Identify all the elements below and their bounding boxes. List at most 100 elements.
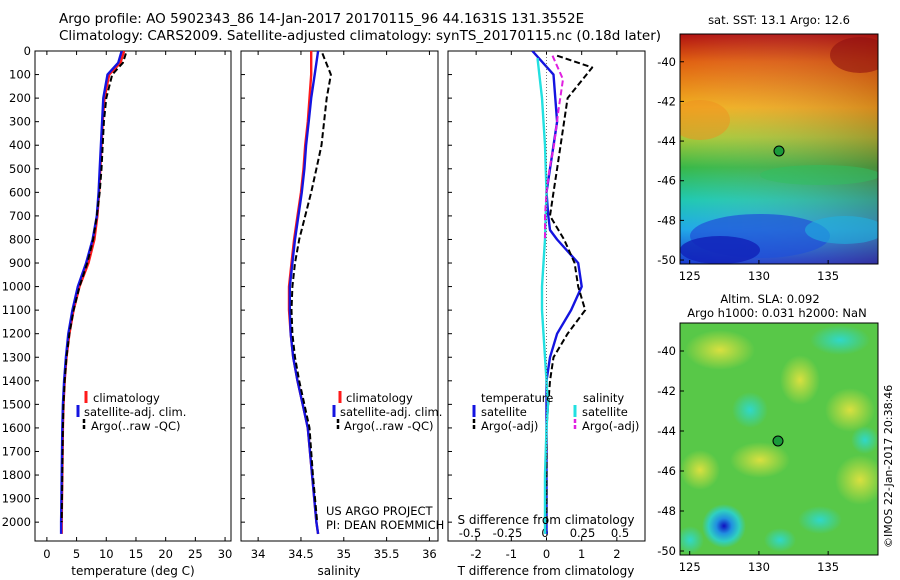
salinity-xlabel: salinity <box>317 564 360 578</box>
temperature-axis-ticks: 0 5 10 15 20 25 300100200300400500600700800900… <box>2 44 233 561</box>
y-tick-label: 900 <box>9 256 31 270</box>
difference-xlabel: T difference from climatology <box>457 564 635 578</box>
x-tick-label: -1 <box>506 547 517 561</box>
legend-sal-satellite-label: satellite <box>582 405 628 419</box>
series-line-satellite-adj-clim- <box>288 51 320 535</box>
series-line-salinity-argo-adj- <box>544 55 564 240</box>
sst-map-title: sat. SST: 13.1 Argo: 12.6 <box>708 13 850 27</box>
salinity-panel-frame <box>240 50 439 542</box>
temperature-series <box>59 51 127 534</box>
map-x-tick-label: 135 <box>817 269 839 283</box>
map-y-tick-label: -48 <box>657 504 676 518</box>
y-tick-label: 1200 <box>2 327 31 341</box>
map-y-tick-label: -44 <box>657 424 676 438</box>
x-tick-label: 0 <box>543 547 550 561</box>
y-tick-label: 2000 <box>2 515 31 529</box>
y-tick-label: 0 <box>24 44 31 58</box>
x-tick-label: 25 <box>188 547 203 561</box>
map-x-tick-label: 125 <box>679 269 701 283</box>
sla-map-title-line2: Argo h1000: 0.031 h2000: NaN <box>687 306 866 320</box>
y-tick-label: 300 <box>9 115 31 129</box>
top-x-tick-label: -0.25 <box>493 526 523 540</box>
map-y-tick-label: -50 <box>657 253 676 267</box>
x-tick-label: 0 <box>43 547 50 561</box>
map-y-tick-label: -46 <box>657 174 676 188</box>
sst-map-frame <box>679 33 879 265</box>
x-tick-label: 36 <box>422 547 437 561</box>
x-tick-label: -2 <box>470 547 481 561</box>
legend-salinity-title: salinity <box>583 391 624 405</box>
sla-map-ticks: 125 130 135 -40 -42 -44 -46 -48 -50 <box>657 344 839 574</box>
sst-map-ticks: 125 130 135 -40 -42 -44 -46 -48 -50 <box>657 55 839 283</box>
y-tick-label: 1400 <box>2 374 31 388</box>
credit-text: ©IMOS 22-Jan-2017 20:38:46 <box>882 385 895 548</box>
x-tick-label: 35 <box>336 547 351 561</box>
series-line-satellite-adj-clim- <box>59 51 123 534</box>
series-line-argo-raw-qc- <box>60 53 127 523</box>
salinity-series <box>287 51 332 535</box>
x-tick-label: 35.5 <box>374 547 400 561</box>
series-line-argo-raw-qc- <box>290 53 332 523</box>
legend-temperature-title: temperature <box>481 391 553 405</box>
project-annotation-line2: PI: DEAN ROEMMICH <box>326 518 444 532</box>
x-tick-label: 30 <box>218 547 233 561</box>
legend-satellite-label: satellite-adj. clim. <box>84 405 186 419</box>
x-tick-label: 10 <box>99 547 114 561</box>
legend-climatology-label: climatology <box>346 391 413 405</box>
map-y-tick-label: -42 <box>657 384 676 398</box>
top-x-tick-label: -0.5 <box>459 526 481 540</box>
top-x-tick-label: 0.25 <box>570 526 596 540</box>
difference-top-xlabel: S difference from climatology <box>458 513 635 527</box>
map-y-tick-label: -40 <box>657 344 676 358</box>
figure-title-line2: Climatology: CARS2009. Satellite-adjuste… <box>59 28 661 44</box>
difference-series <box>531 51 594 534</box>
x-tick-label: 20 <box>158 547 173 561</box>
y-tick-label: 1700 <box>2 444 31 458</box>
series-line-climatology <box>287 51 320 535</box>
legend-sal-argo-label: Argo(-adj) <box>582 419 639 433</box>
series-line-temperature-satellite <box>531 51 583 534</box>
map-x-tick-label: 125 <box>679 560 701 574</box>
legend-argo-label: Argo(..raw -QC) <box>344 419 434 433</box>
series-line-temperature-argo-adj- <box>545 54 594 523</box>
project-annotation-line1: US ARGO PROJECT <box>326 504 434 518</box>
salinity-axis-ticks: 34 34.5 35 35.5 36 <box>241 50 437 561</box>
x-tick-label: 2 <box>613 547 620 561</box>
y-tick-label: 1100 <box>2 303 31 317</box>
salinity-legend: climatology satellite-adj. clim. Argo(..… <box>332 391 442 433</box>
x-tick-label: 5 <box>73 547 80 561</box>
series-line-salinity-satellite <box>536 57 550 534</box>
map-y-tick-label: -44 <box>657 134 676 148</box>
y-tick-label: 1500 <box>2 397 31 411</box>
y-tick-label: 500 <box>9 162 31 176</box>
x-tick-label: 34.5 <box>288 547 314 561</box>
top-x-tick-label: 0.5 <box>611 526 629 540</box>
temperature-legend: climatology satellite-adj. clim. Argo(..… <box>76 391 186 433</box>
sla-float-marker <box>772 435 784 447</box>
difference-legend: temperature satellite Argo(-adj) salinit… <box>472 391 639 433</box>
y-tick-label: 200 <box>9 91 31 105</box>
y-tick-label: 600 <box>9 185 31 199</box>
x-tick-label: 15 <box>129 547 144 561</box>
map-y-tick-label: -40 <box>657 55 676 69</box>
y-tick-label: 1800 <box>2 468 31 482</box>
map-x-tick-label: 130 <box>748 269 770 283</box>
legend-satellite-label: satellite-adj. clim. <box>340 405 442 419</box>
map-x-tick-label: 135 <box>817 560 839 574</box>
sla-map-frame <box>679 322 879 556</box>
legend-argo-label: Argo(..raw -QC) <box>91 419 181 433</box>
legend-climatology-label: climatology <box>93 391 160 405</box>
y-tick-label: 1600 <box>2 421 31 435</box>
y-tick-label: 700 <box>9 209 31 223</box>
sst-float-marker <box>773 145 785 157</box>
y-tick-label: 400 <box>9 138 31 152</box>
y-tick-label: 1900 <box>2 492 31 506</box>
map-y-tick-label: -42 <box>657 94 676 108</box>
legend-temp-satellite-label: satellite <box>481 405 527 419</box>
map-y-tick-label: -50 <box>657 544 676 558</box>
y-tick-label: 1000 <box>2 280 31 294</box>
series-line-climatology <box>60 51 126 534</box>
x-tick-label: 34 <box>251 547 266 561</box>
y-tick-label: 1300 <box>2 350 31 364</box>
